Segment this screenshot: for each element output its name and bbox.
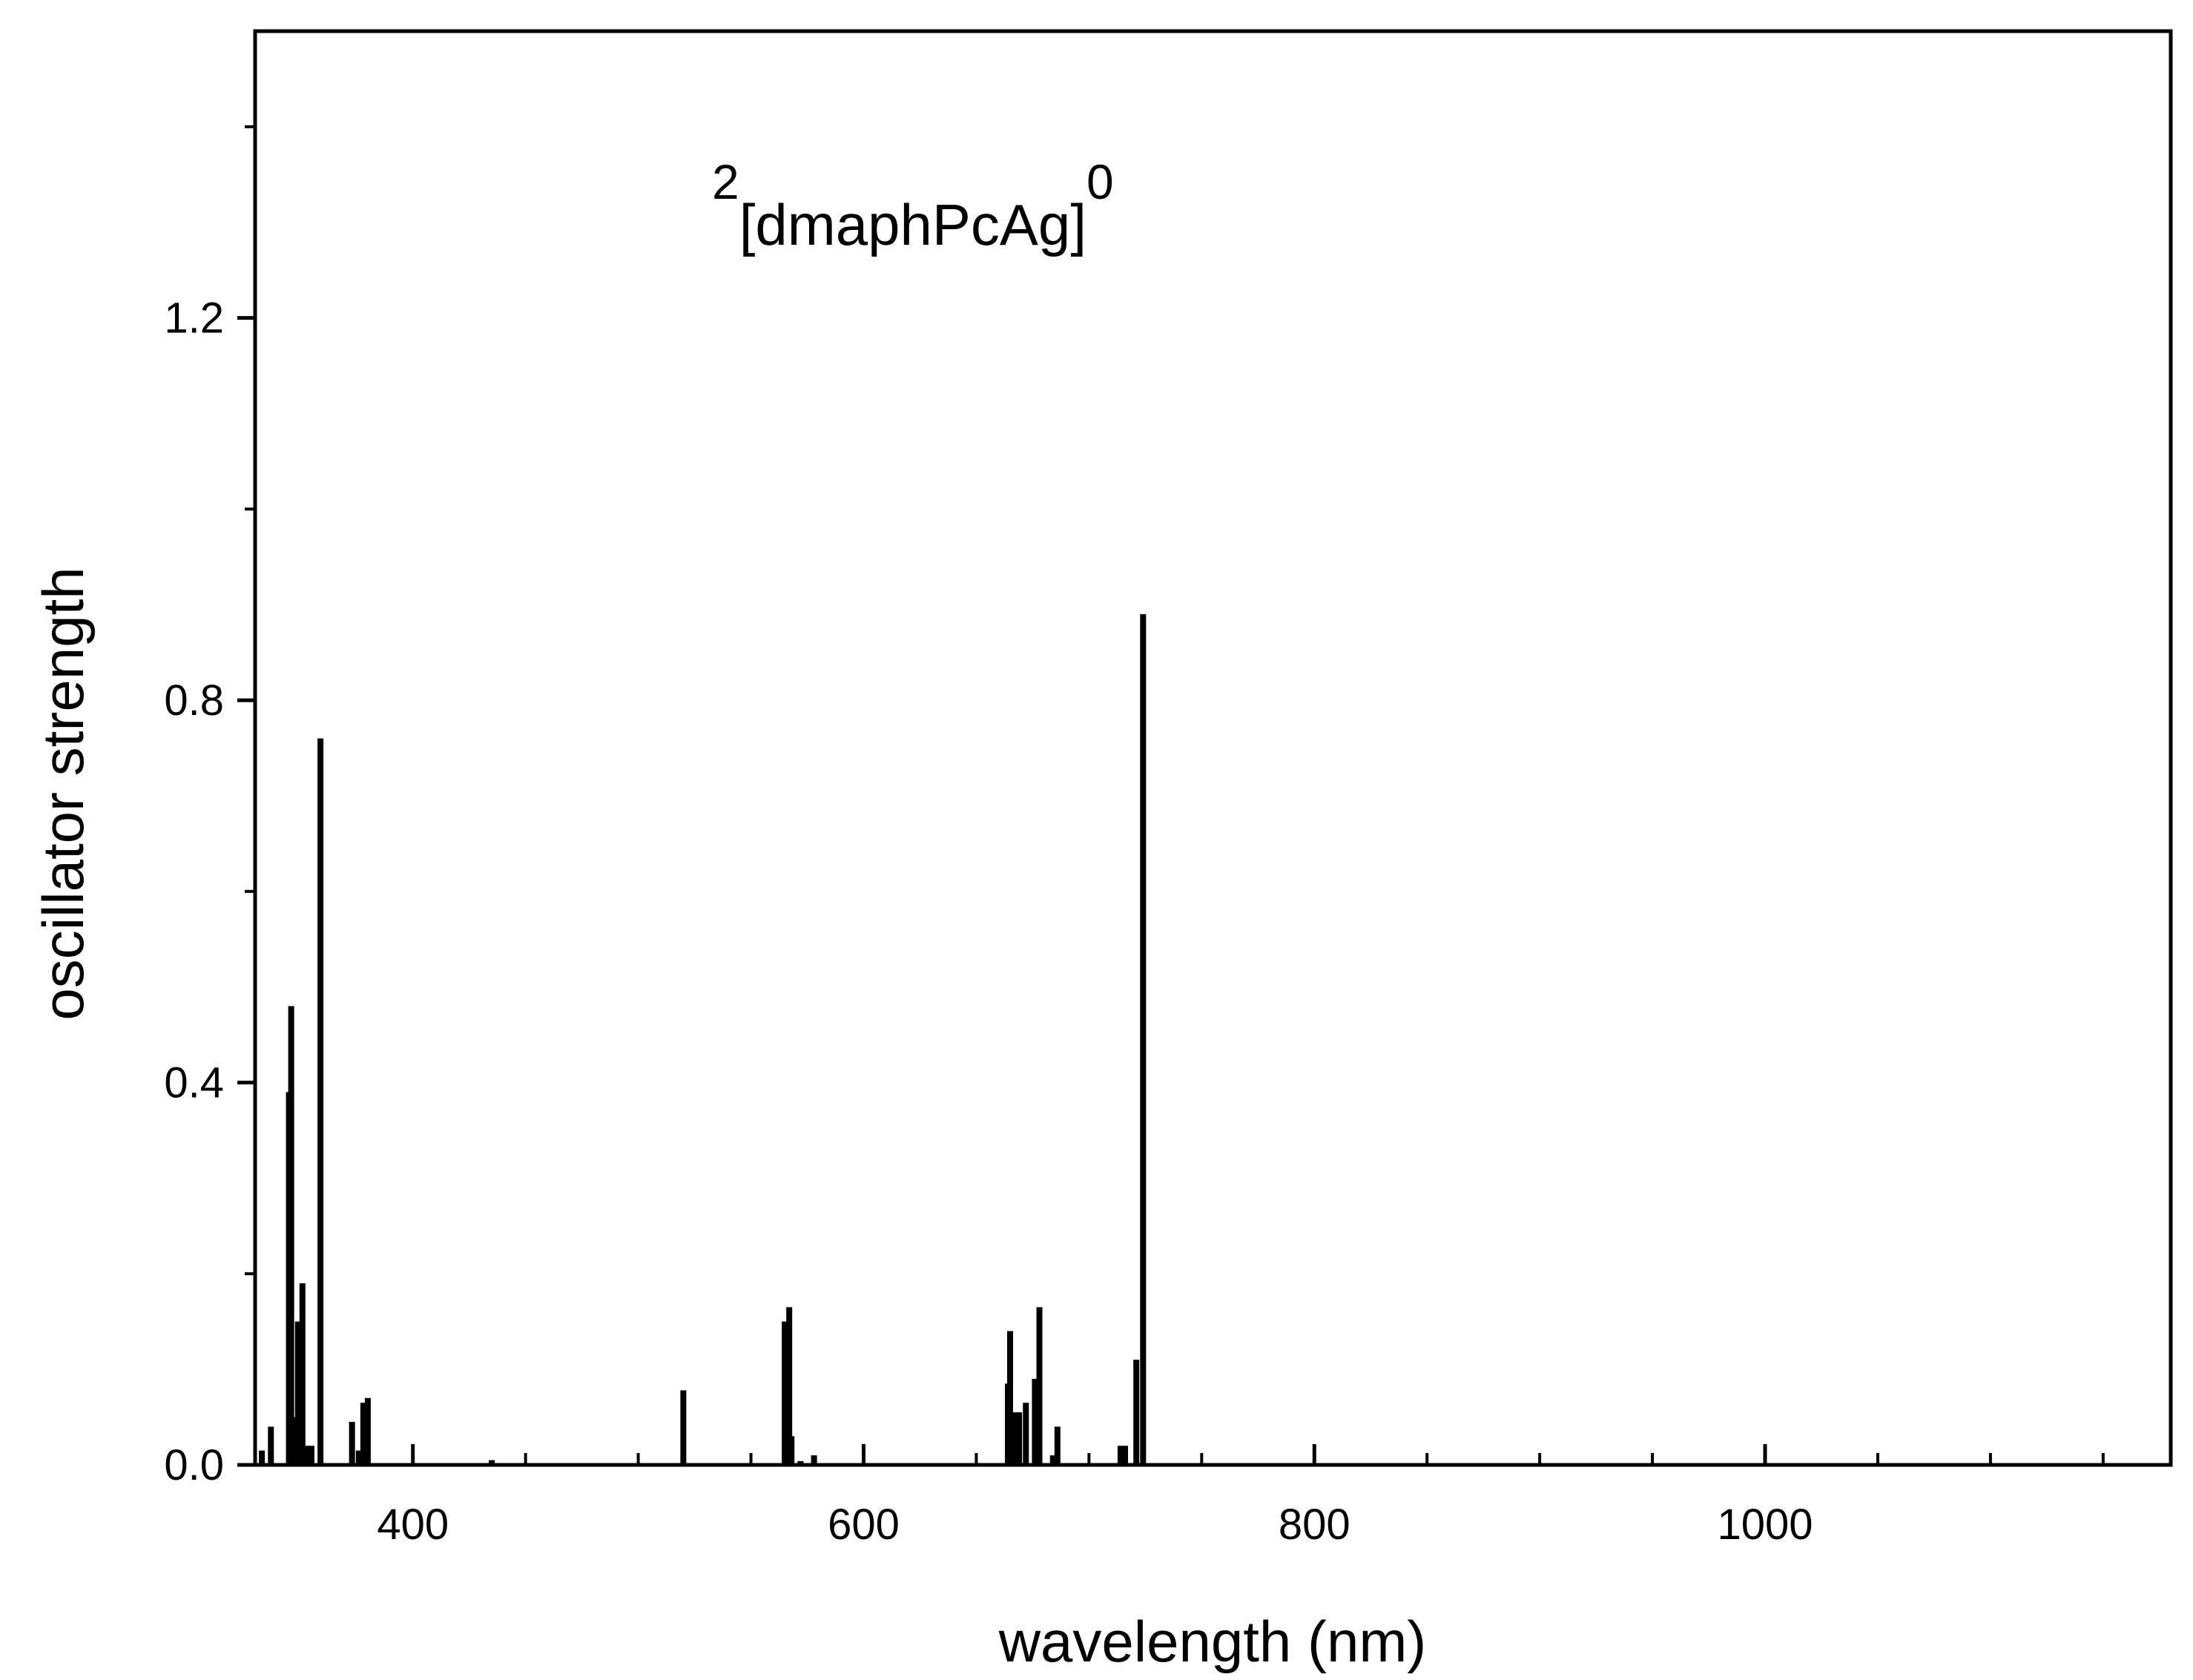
bar-22	[1007, 1331, 1014, 1465]
bar-28	[1049, 1455, 1056, 1465]
plot-frame	[253, 29, 2173, 1467]
bar-32	[1133, 1360, 1140, 1465]
y-tick-label: 1.2	[164, 294, 224, 343]
y-axis-label: oscillator strength	[30, 567, 96, 1020]
bar-25	[1023, 1403, 1029, 1465]
bar-24	[1016, 1412, 1023, 1465]
y-tick-label: 0.0	[164, 1441, 224, 1489]
bar-29	[1054, 1426, 1061, 1465]
bar-27	[1036, 1307, 1043, 1465]
bar-4	[290, 1417, 297, 1465]
chart-annotation: 2[dmaphPcAg]0	[712, 154, 1114, 257]
bar-33	[1140, 614, 1147, 1465]
bar-10	[349, 1422, 355, 1465]
y-tick-label: 0.8	[164, 676, 224, 725]
bar-0	[259, 1450, 266, 1465]
x-axis-label: wavelength (nm)	[998, 1609, 1427, 1674]
bars-group	[259, 614, 1147, 1465]
bar-11	[355, 1450, 362, 1465]
bar-9	[317, 738, 324, 1465]
bar-13	[364, 1397, 371, 1465]
bar-12	[360, 1403, 366, 1465]
y-axis-ticks: 0.0 0.4 0.8 1.2	[164, 125, 255, 1489]
annotation-suffix: 0	[1086, 154, 1114, 209]
bar-30	[1117, 1446, 1124, 1465]
bar-14	[489, 1460, 495, 1465]
bar-17	[786, 1307, 793, 1465]
bar-20	[811, 1455, 817, 1465]
annotation-main: [dmaphPcAg]	[739, 192, 1086, 257]
bar-3	[288, 1006, 294, 1465]
x-tick-label: 600	[828, 1501, 900, 1549]
x-tick-label: 400	[377, 1501, 449, 1549]
bar-19	[797, 1460, 804, 1465]
x-tick-label: 800	[1279, 1501, 1351, 1549]
bar-5	[294, 1321, 301, 1465]
x-axis-ticks: 400 600 800 1000	[298, 1444, 2105, 1549]
bar-26	[1032, 1379, 1038, 1465]
bar-16	[782, 1321, 788, 1465]
y-tick-label: 0.4	[164, 1059, 224, 1107]
annotation-prefix: 2	[712, 154, 739, 209]
bar-6	[299, 1283, 306, 1465]
bar-8	[308, 1446, 314, 1465]
bar-7	[303, 1446, 310, 1465]
bar-18	[788, 1436, 795, 1465]
bar-31	[1121, 1446, 1128, 1465]
bar-1	[268, 1426, 274, 1465]
x-tick-label: 1000	[1717, 1501, 1813, 1549]
bar-23	[1012, 1412, 1018, 1465]
bar-15	[680, 1390, 687, 1465]
